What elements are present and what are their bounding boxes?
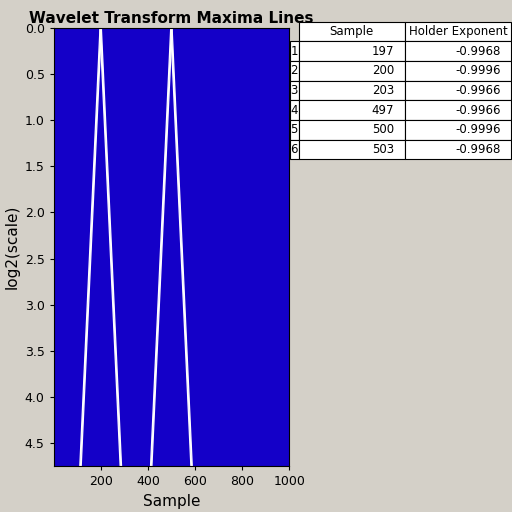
Title: Wavelet Transform Maxima Lines: Wavelet Transform Maxima Lines (29, 11, 314, 26)
Y-axis label: log2(scale): log2(scale) (4, 205, 19, 289)
X-axis label: Sample: Sample (143, 494, 200, 508)
